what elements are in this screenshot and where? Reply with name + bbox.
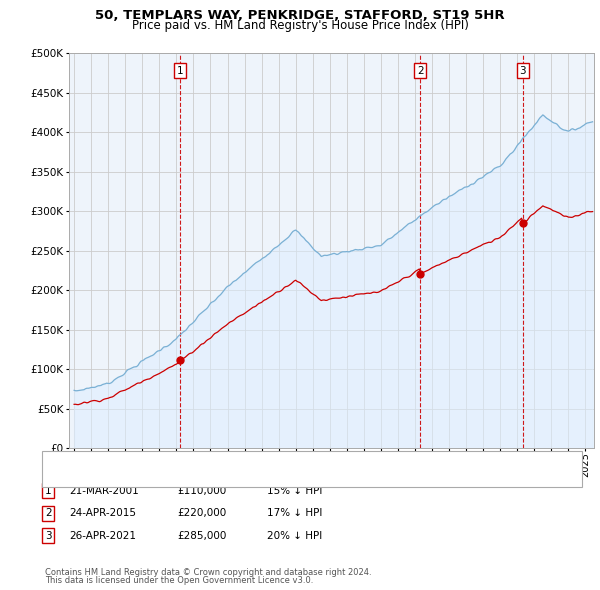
Text: Price paid vs. HM Land Registry's House Price Index (HPI): Price paid vs. HM Land Registry's House … bbox=[131, 19, 469, 32]
Text: HPI: Average price, detached house, South Staffordshire: HPI: Average price, detached house, Sout… bbox=[87, 475, 368, 484]
Text: 2: 2 bbox=[417, 66, 424, 76]
Text: 2: 2 bbox=[45, 509, 52, 518]
Text: Contains HM Land Registry data © Crown copyright and database right 2024.: Contains HM Land Registry data © Crown c… bbox=[45, 568, 371, 577]
Text: 50, TEMPLARS WAY, PENKRIDGE, STAFFORD, ST19 5HR: 50, TEMPLARS WAY, PENKRIDGE, STAFFORD, S… bbox=[95, 9, 505, 22]
Text: 3: 3 bbox=[520, 66, 526, 76]
Text: 21-MAR-2001: 21-MAR-2001 bbox=[69, 486, 139, 496]
Text: 20% ↓ HPI: 20% ↓ HPI bbox=[267, 531, 322, 540]
Text: 24-APR-2015: 24-APR-2015 bbox=[69, 509, 136, 518]
Text: £110,000: £110,000 bbox=[177, 486, 226, 496]
Text: This data is licensed under the Open Government Licence v3.0.: This data is licensed under the Open Gov… bbox=[45, 576, 313, 585]
Text: 15% ↓ HPI: 15% ↓ HPI bbox=[267, 486, 322, 496]
Text: 1: 1 bbox=[176, 66, 183, 76]
Text: 26-APR-2021: 26-APR-2021 bbox=[69, 531, 136, 540]
Text: £285,000: £285,000 bbox=[177, 531, 226, 540]
Text: 1: 1 bbox=[45, 486, 52, 496]
Text: £220,000: £220,000 bbox=[177, 509, 226, 518]
Text: 3: 3 bbox=[45, 531, 52, 540]
Text: 50, TEMPLARS WAY, PENKRIDGE, STAFFORD, ST19 5HR (detached house): 50, TEMPLARS WAY, PENKRIDGE, STAFFORD, S… bbox=[87, 451, 452, 461]
Text: 17% ↓ HPI: 17% ↓ HPI bbox=[267, 509, 322, 518]
